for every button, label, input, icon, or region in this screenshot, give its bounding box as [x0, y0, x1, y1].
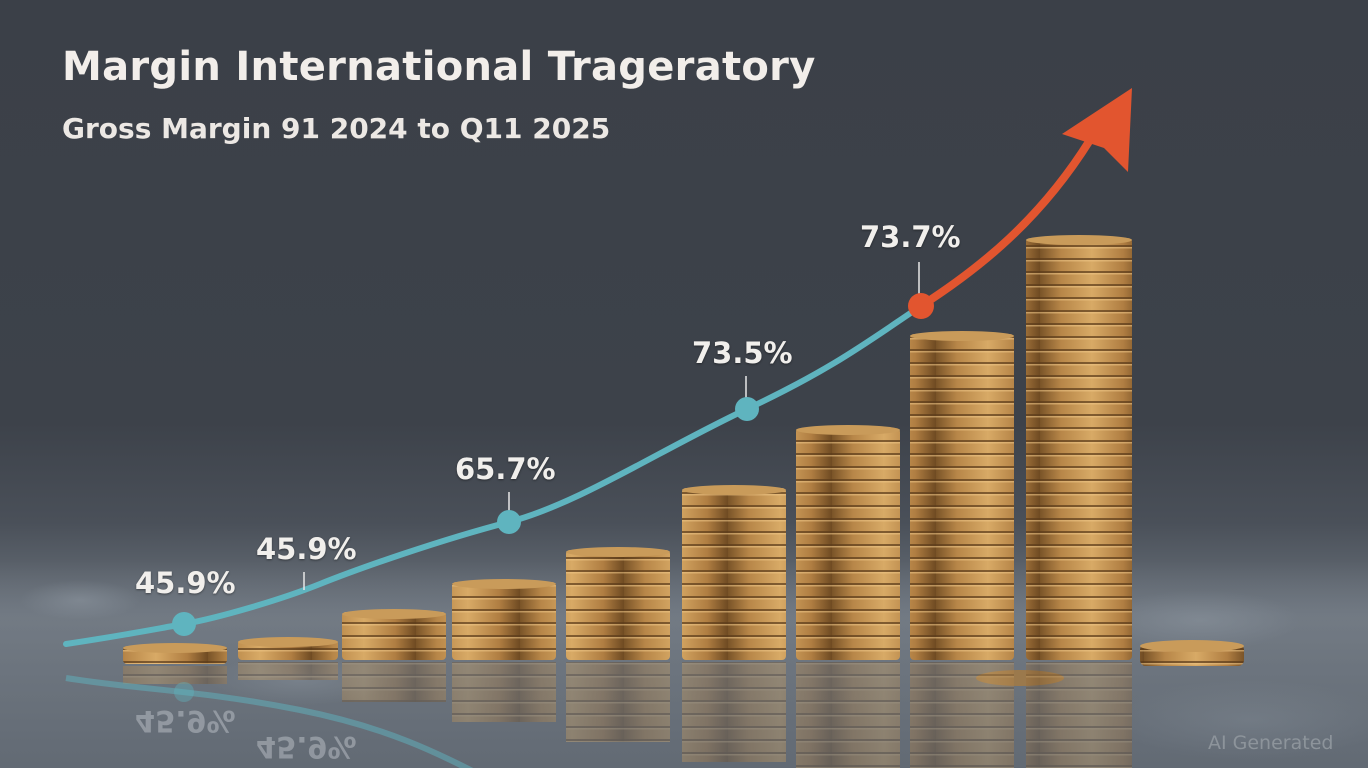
- coin-stack-10: [1140, 640, 1244, 666]
- coin-stack-4: [452, 579, 556, 660]
- data-label-reflection-1: 45.9%: [135, 704, 236, 738]
- data-label-4: 73.5%: [692, 336, 793, 370]
- trend-arrow-shaft: [917, 136, 1094, 310]
- data-point-3: [497, 510, 521, 534]
- chart-subtitle: Gross Margin 91 2024 to Q11 2025: [62, 112, 611, 145]
- coin-stack-2: [238, 637, 338, 660]
- trend-line-reflection: [65, 675, 474, 768]
- data-label-2: 45.9%: [256, 532, 357, 566]
- coin-stack-6: [682, 485, 786, 660]
- coin-stacks: [123, 235, 1244, 686]
- coin-stack-8: [910, 331, 1014, 660]
- trend-arrow-head-icon: [1062, 88, 1132, 172]
- coin-reflections: [123, 662, 1132, 768]
- ai-generated-watermark: AI Generated: [1208, 732, 1334, 754]
- coin-stack-7: [796, 425, 900, 660]
- data-point-1: [172, 612, 196, 636]
- data-point-4: [735, 397, 759, 421]
- data-label-reflection-2: 45.9%: [256, 730, 357, 764]
- data-point-5: [908, 293, 934, 319]
- data-label-3: 65.7%: [455, 452, 556, 486]
- data-label-1: 45.9%: [135, 566, 236, 600]
- chart-title: Margin International Trageratory: [62, 44, 816, 90]
- coin-stack-9: [1026, 235, 1132, 660]
- coin-stack-5: [566, 547, 670, 660]
- coin-stack-1: [123, 643, 227, 664]
- data-label-5: 73.7%: [860, 220, 961, 254]
- coin-stack-3: [342, 609, 446, 660]
